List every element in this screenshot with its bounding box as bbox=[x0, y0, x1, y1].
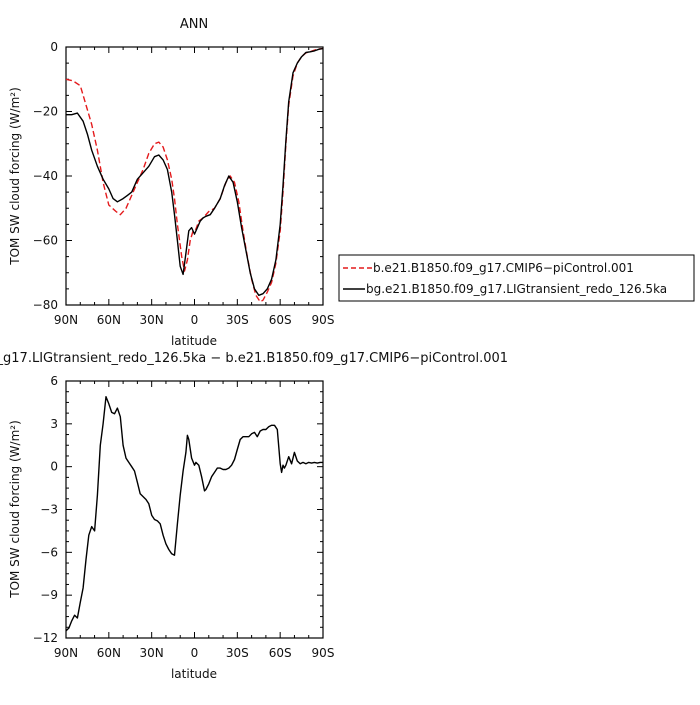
panel-top: ANN 90N 60N 30N 0 30S 60S 90S 0 −20 −40 −60 −80 lat… bbox=[8, 17, 695, 348]
panel-bottom-xtick-label: 90N bbox=[54, 646, 78, 660]
panel-top-series bbox=[65, 47, 324, 303]
panel-bottom-series bbox=[65, 396, 323, 632]
panel-bottom-ytick-label: −9 bbox=[40, 588, 58, 602]
panel-bottom-xtick-label: 60N bbox=[97, 646, 121, 660]
panel-top-xtick-label: 0 bbox=[191, 313, 199, 327]
panel-top-xtick-label: 60N bbox=[97, 313, 121, 327]
legend-label-series-2: bg.e21.B1850.f09_g17.LIGtransient_redo_1… bbox=[366, 282, 667, 296]
panel-bottom-plot-frame bbox=[65, 380, 324, 639]
legend: b.e21.B1850.f09_g17.CMIP6−piControl.001 … bbox=[338, 254, 695, 302]
panel-bottom-xtick-label: 60S bbox=[269, 646, 292, 660]
panel-bottom-xtick-label: 30S bbox=[226, 646, 249, 660]
panel-bottom-ytick-label: 6 bbox=[50, 374, 58, 388]
panel-bottom-xtick-label: 0 bbox=[191, 646, 199, 660]
panel-top-title: ANN bbox=[180, 17, 208, 32]
panel-top-xtick-label: 30N bbox=[140, 313, 164, 327]
panel-bottom-ylabel: TOM SW cloud forcing (W/m²) bbox=[8, 420, 22, 599]
panel-bottom-series-line-1 bbox=[65, 396, 323, 632]
panel-bottom-xtick-label: 90S bbox=[312, 646, 335, 660]
panel-bottom-title: bg.e21.B1850.f09_g17.LIGtransient_redo_1… bbox=[0, 351, 508, 366]
panel-top-xtick-label: 90S bbox=[312, 313, 335, 327]
panel-top-ytick-label: −60 bbox=[33, 234, 58, 248]
panel-top-series-line-2 bbox=[66, 47, 324, 296]
panel-bottom-xlabel: latitude bbox=[171, 667, 217, 681]
legend-box bbox=[338, 254, 695, 302]
panel-bottom-ytick-label: −3 bbox=[40, 503, 58, 517]
panel-top-ytick-label: −40 bbox=[33, 169, 58, 183]
panel-bottom-ticks: 90N 60N 30N 0 30S 60S 90S 6 3 0 −3 −6 −9 −12 bbox=[33, 374, 335, 660]
legend-label-series-1: b.e21.B1850.f09_g17.CMIP6−piControl.001 bbox=[373, 261, 634, 275]
panel-top-series-line-1 bbox=[65, 47, 324, 303]
panel-top-xtick-label: 30S bbox=[226, 313, 249, 327]
panel-top-xtick-label: 60S bbox=[269, 313, 292, 327]
panel-top-ytick-label: 0 bbox=[50, 40, 58, 54]
panel-top-ytick-label: −20 bbox=[33, 105, 58, 119]
panel-top-ytick-label: −80 bbox=[33, 298, 58, 312]
panel-bottom-ytick-label: 3 bbox=[50, 417, 58, 431]
panel-top-xlabel: latitude bbox=[171, 334, 217, 348]
panel-bottom-ytick-label: −6 bbox=[40, 545, 58, 559]
panel-bottom-ytick-label: 0 bbox=[50, 460, 58, 474]
panel-top-xtick-label: 90N bbox=[54, 313, 78, 327]
panel-bottom-ytick-label: −12 bbox=[33, 631, 58, 645]
panel-top-ylabel: TOM SW cloud forcing (W/m²) bbox=[8, 87, 22, 266]
panel-top-ticks: 90N 60N 30N 0 30S 60S 90S 0 −20 −40 −60 −80 bbox=[33, 40, 335, 327]
panel-bottom: bg.e21.B1850.f09_g17.LIGtransient_redo_1… bbox=[0, 351, 508, 681]
panel-bottom-xtick-label: 30N bbox=[140, 646, 164, 660]
